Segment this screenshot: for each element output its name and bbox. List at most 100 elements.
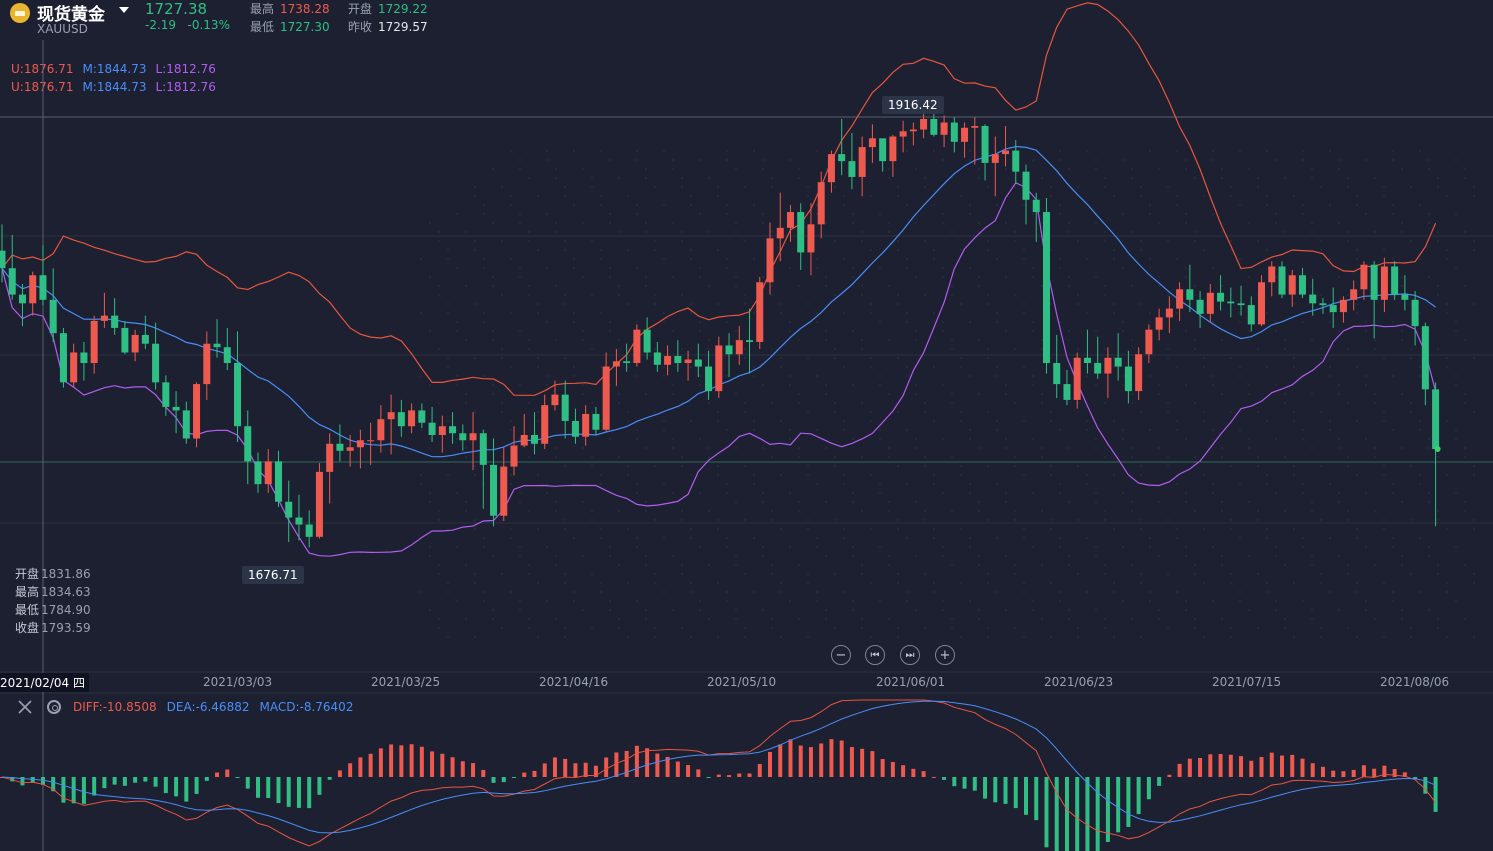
- macd-bar: [890, 762, 895, 777]
- map-dot: [1158, 618, 1160, 620]
- map-dot: [1266, 366, 1268, 368]
- map-dot: [1383, 582, 1385, 584]
- map-dot: [1428, 492, 1430, 494]
- candle-body: [541, 405, 549, 444]
- map-dot: [591, 465, 593, 467]
- map-dot: [636, 537, 638, 539]
- map-dot: [600, 537, 602, 539]
- map-dot: [816, 375, 818, 377]
- macd-bar: [460, 761, 465, 777]
- map-dot: [1194, 240, 1196, 242]
- map-dot: [1455, 546, 1457, 548]
- map-dot: [474, 582, 476, 584]
- map-dot: [1257, 240, 1259, 242]
- map-dot: [663, 258, 665, 260]
- map-dot: [1239, 483, 1241, 485]
- map-dot: [447, 474, 449, 476]
- map-dot: [717, 195, 719, 197]
- instrument-title[interactable]: 现货黄金: [37, 5, 105, 25]
- map-dot: [573, 537, 575, 539]
- stat-prev-close: 昨收 1729.57: [348, 18, 428, 35]
- map-dot: [1401, 564, 1403, 566]
- map-dot: [798, 447, 800, 449]
- candle-body: [664, 356, 672, 365]
- map-dot: [654, 519, 656, 521]
- map-dot: [438, 240, 440, 242]
- map-dot: [1383, 636, 1385, 638]
- map-dot: [1473, 240, 1475, 242]
- map-dot: [636, 375, 638, 377]
- map-dot: [807, 303, 809, 305]
- map-dot: [879, 546, 881, 548]
- map-dot: [1239, 429, 1241, 431]
- map-dot: [1149, 600, 1151, 602]
- map-dot: [933, 483, 935, 485]
- map-dot: [672, 222, 674, 224]
- map-dot: [1086, 483, 1088, 485]
- macd-bar: [901, 765, 906, 777]
- map-dot: [888, 168, 890, 170]
- map-dot: [951, 294, 953, 296]
- map-dot: [1347, 456, 1349, 458]
- map-dot: [618, 393, 620, 395]
- map-dot: [933, 150, 935, 152]
- map-dot: [789, 321, 791, 323]
- map-dot: [1356, 204, 1358, 206]
- map-dot: [636, 429, 638, 431]
- map-dot: [753, 366, 755, 368]
- scroll-end-button[interactable]: ⏭: [900, 645, 920, 665]
- map-dot: [1419, 375, 1421, 377]
- scroll-start-button[interactable]: ⏮: [865, 645, 885, 665]
- settings-gear-icon[interactable]: [47, 700, 61, 714]
- map-dot: [843, 537, 845, 539]
- map-dot: [582, 609, 584, 611]
- map-dot: [1428, 213, 1430, 215]
- map-dot: [1320, 294, 1322, 296]
- map-dot: [465, 456, 467, 458]
- map-dot: [879, 429, 881, 431]
- map-dot: [897, 303, 899, 305]
- close-icon[interactable]: [17, 699, 33, 715]
- map-dot: [1086, 204, 1088, 206]
- candle-body: [305, 524, 313, 537]
- map-dot: [474, 240, 476, 242]
- map-dot: [735, 609, 737, 611]
- map-dot: [591, 573, 593, 575]
- macd-bar: [747, 773, 752, 777]
- map-dot: [861, 240, 863, 242]
- candle-body: [500, 466, 508, 516]
- map-dot: [1203, 366, 1205, 368]
- candle-body: [49, 299, 57, 334]
- map-dot: [1032, 321, 1034, 323]
- map-dot: [1275, 222, 1277, 224]
- zoom-out-button[interactable]: −: [831, 645, 851, 665]
- map-dot: [1347, 231, 1349, 233]
- map-dot: [1239, 321, 1241, 323]
- map-dot: [582, 339, 584, 341]
- map-dot: [825, 447, 827, 449]
- map-dot: [537, 312, 539, 314]
- map-dot: [1275, 213, 1277, 215]
- map-dot: [1473, 474, 1475, 476]
- map-dot: [555, 222, 557, 224]
- macd-bar: [194, 777, 199, 794]
- dropdown-caret-icon[interactable]: [119, 7, 129, 13]
- map-dot: [1104, 519, 1106, 521]
- ohlc-close-value: 1793.59: [41, 621, 91, 635]
- map-dot: [1185, 546, 1187, 548]
- zoom-in-button[interactable]: +: [935, 645, 955, 665]
- map-dot: [1230, 519, 1232, 521]
- map-dot: [1257, 456, 1259, 458]
- map-dot: [465, 339, 467, 341]
- map-dot: [1419, 591, 1421, 593]
- map-dot: [825, 222, 827, 224]
- map-dot: [1041, 231, 1043, 233]
- map-dot: [780, 366, 782, 368]
- map-dot: [978, 555, 980, 557]
- candle-body: [39, 275, 47, 300]
- map-dot: [1266, 249, 1268, 251]
- map-dot: [555, 501, 557, 503]
- map-dot: [690, 636, 692, 638]
- map-dot: [1230, 582, 1232, 584]
